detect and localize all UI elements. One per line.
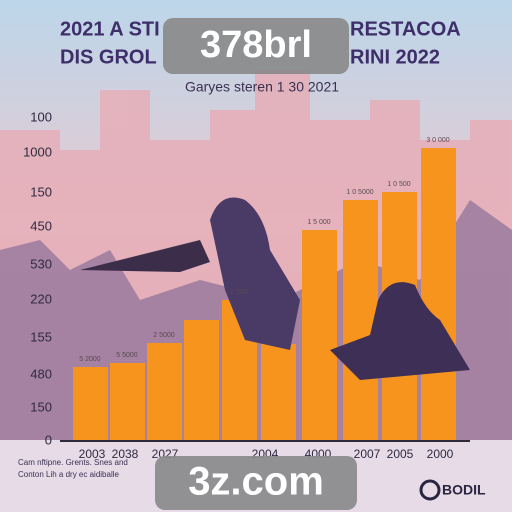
soldier-2 — [330, 282, 470, 380]
bar-label: 2 5000 — [153, 332, 175, 339]
subtitle: Garyes steren 1 30 2021 — [185, 79, 339, 95]
title: 2021 A STI — [60, 18, 160, 40]
title: RESTACOA — [350, 18, 461, 40]
title: DIS GROL — [60, 46, 157, 68]
y-label: 0 — [45, 432, 52, 447]
bar — [302, 230, 337, 441]
bar — [184, 320, 219, 441]
footer-text: Cam nftipne. Grents. Snes and — [18, 458, 128, 467]
logo-icon — [419, 479, 441, 501]
y-label: 1000 — [23, 144, 52, 159]
x-label: 2005 — [387, 447, 414, 461]
logo: BODIL — [442, 482, 486, 498]
y-label: 450 — [30, 218, 52, 233]
y-label: 155 — [30, 329, 52, 344]
watermark: 3z.com — [188, 460, 324, 504]
watermark: 378brl — [200, 24, 312, 66]
bar-label: 3 0 000 — [426, 137, 449, 144]
y-label: 150 — [30, 184, 52, 199]
bar — [343, 200, 378, 441]
title: RINI 2022 — [350, 46, 440, 68]
soldier-rifle — [80, 240, 210, 272]
bar-label: 2 500 — [230, 289, 248, 296]
x-label: 2003 — [79, 447, 106, 461]
bar — [147, 343, 182, 441]
watermark-box — [163, 18, 349, 74]
watermark-box — [155, 456, 357, 510]
y-label: 100 — [30, 109, 52, 124]
bar-label: 1 5 000 — [307, 219, 330, 226]
bar — [73, 367, 108, 441]
y-label: 220 — [30, 291, 52, 306]
x-label: 2038 — [112, 447, 139, 461]
y-label: 480 — [30, 366, 52, 381]
y-label: 150 — [30, 399, 52, 414]
x-label: 2000 — [427, 447, 454, 461]
bar-label: 1 0 500 — [387, 181, 410, 188]
bar — [110, 363, 145, 441]
x-label: 2007 — [354, 447, 381, 461]
bar — [261, 344, 296, 441]
y-label: 530 — [30, 256, 52, 271]
bar-label: 5 2000 — [79, 356, 101, 363]
bar-label: 5 5000 — [116, 352, 138, 359]
bar — [421, 148, 456, 441]
bar-label: 1 0 5000 — [346, 189, 373, 196]
footer-text: Conton Lih a dry ec aidiballe — [18, 470, 120, 479]
soldier — [210, 197, 300, 350]
